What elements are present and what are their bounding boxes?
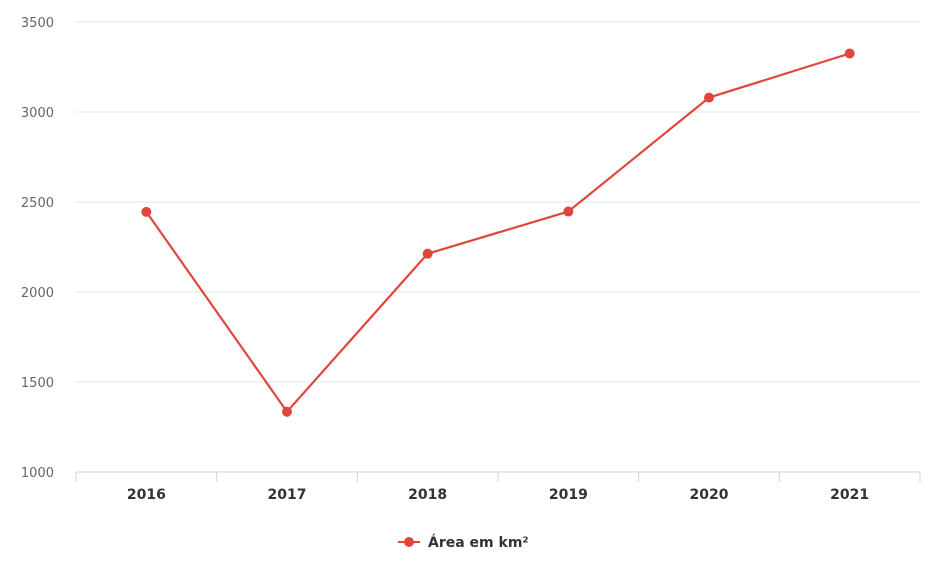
data-point-2020[interactable] <box>704 92 714 103</box>
y-tick-label: 1500 <box>21 376 54 391</box>
x-tick-label: 2016 <box>127 487 166 503</box>
legend-label: Área em km² <box>428 534 529 551</box>
data-point-2017[interactable] <box>282 406 292 417</box>
y-axis: 1000 1500 2000 2500 3000 3500 <box>21 16 54 481</box>
x-tick-label: 2019 <box>549 487 588 503</box>
y-tick-label: 3000 <box>21 106 54 121</box>
legend[interactable]: Área em km² <box>398 534 529 551</box>
x-tick-label: 2017 <box>268 487 307 503</box>
data-point-2016[interactable] <box>141 206 152 217</box>
y-tick-label: 3500 <box>21 16 54 31</box>
series-line <box>145 52 850 413</box>
x-axis: 2016 2017 2018 2019 2020 2021 <box>75 471 921 503</box>
x-tick-label: 2020 <box>690 487 729 503</box>
y-tick-label: 2000 <box>21 286 54 301</box>
data-point-2021[interactable] <box>844 48 855 59</box>
data-point-2019[interactable] <box>563 206 574 217</box>
data-point-2018[interactable] <box>422 248 433 259</box>
y-gridlines <box>76 21 920 383</box>
y-tick-label: 2500 <box>21 196 54 211</box>
y-tick-label: 1000 <box>21 466 54 481</box>
x-tick-label: 2021 <box>830 487 869 503</box>
legend-dot-marker <box>404 537 414 547</box>
series-area <box>141 48 855 417</box>
x-tick-label: 2018 <box>408 487 447 503</box>
